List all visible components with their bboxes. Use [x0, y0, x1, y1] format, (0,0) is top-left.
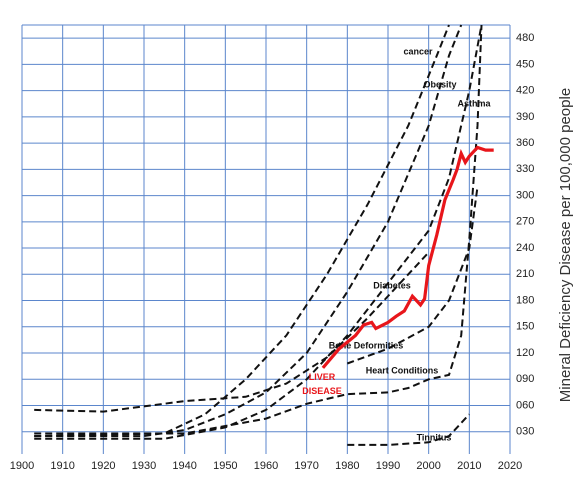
- y-tick-label: 060: [516, 399, 534, 411]
- y-tick-label: 450: [516, 58, 534, 70]
- y-axis-title: Mineral Deficiency Disease per 100,000 p…: [557, 88, 574, 402]
- series-label: Heart Conditions: [366, 365, 439, 375]
- series-line: [34, 251, 430, 413]
- y-tick-label: 360: [516, 137, 534, 149]
- series-label: Asthma: [457, 98, 491, 108]
- x-tick-label: 1960: [254, 460, 278, 472]
- x-tick-label: 2020: [498, 460, 522, 472]
- y-tick-label: 150: [516, 321, 534, 333]
- y-tick-label: 330: [516, 163, 534, 175]
- series-line: [34, 24, 483, 435]
- y-tick-label: 210: [516, 268, 534, 280]
- y-tick-label: 300: [516, 189, 534, 201]
- x-tick-label: 1990: [376, 460, 400, 472]
- series-line: [346, 186, 479, 365]
- y-tick-label: 270: [516, 216, 534, 228]
- x-tick-label: 1950: [213, 460, 237, 472]
- x-tick-label: 1910: [50, 460, 74, 472]
- y-tick-label: 390: [516, 111, 534, 123]
- series-label: Tinnitus: [417, 432, 452, 442]
- y-tick-label: 090: [516, 373, 534, 385]
- y-tick-label: 180: [516, 294, 534, 306]
- series-label: LIVER DISEASE: [302, 372, 342, 396]
- series-label: cancer: [403, 46, 433, 56]
- x-tick-label: 1970: [294, 460, 318, 472]
- y-tick-label: 480: [516, 32, 534, 44]
- series-label: Bone Deformities: [329, 340, 404, 350]
- series-line: [34, 24, 450, 438]
- x-tick-label: 1920: [91, 460, 115, 472]
- y-tick-label: 030: [516, 426, 534, 438]
- x-tick-label: 2010: [457, 460, 481, 472]
- series-line: [34, 24, 483, 440]
- x-tick-label: 2000: [416, 460, 440, 472]
- x-tick-label: 1940: [172, 460, 196, 472]
- y-tick-label: 240: [516, 242, 534, 254]
- y-tick-label: 420: [516, 85, 534, 97]
- y-tick-label: 120: [516, 347, 534, 359]
- series-line: [347, 413, 471, 446]
- x-tick-label: 1930: [132, 460, 156, 472]
- series-line: [321, 145, 494, 369]
- series-label: Obesity: [423, 79, 456, 89]
- x-tick-label: 1900: [10, 460, 34, 472]
- x-tick-label: 1980: [335, 460, 359, 472]
- series-label: Diabetes: [373, 280, 411, 290]
- series-line: [34, 24, 463, 438]
